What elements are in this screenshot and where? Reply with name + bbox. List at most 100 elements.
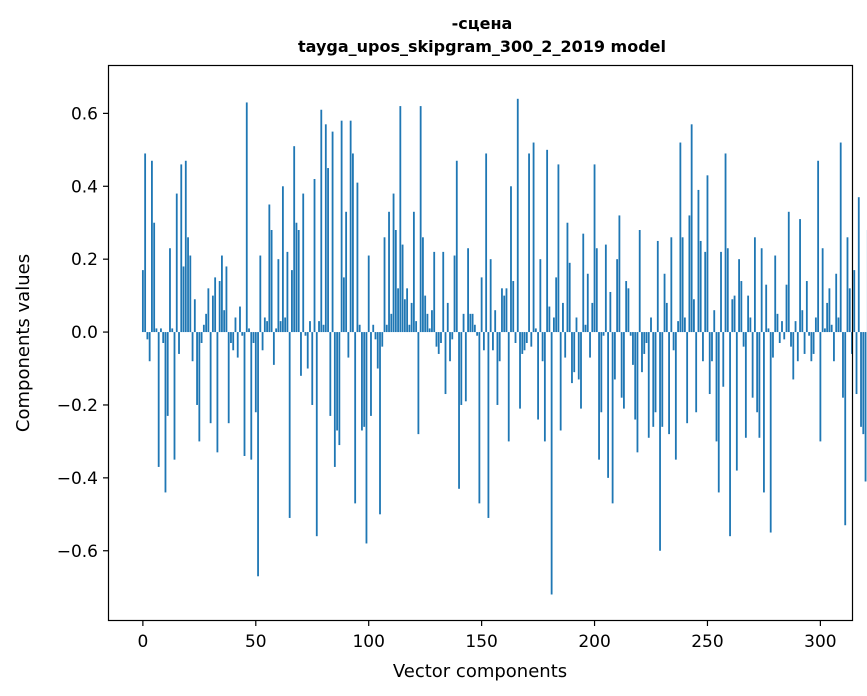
x-tick-label: 100 <box>352 632 384 652</box>
bar <box>469 313 472 333</box>
bar <box>275 328 278 333</box>
bar <box>618 215 621 333</box>
bar <box>501 288 503 333</box>
bar <box>532 142 535 333</box>
bar <box>309 321 311 333</box>
y-tick-label: 0.6 <box>71 104 98 124</box>
bar <box>654 332 657 413</box>
bar <box>435 332 438 347</box>
bar <box>225 266 228 333</box>
bar <box>462 313 465 333</box>
bar <box>248 328 250 333</box>
bar <box>674 332 677 460</box>
bar <box>738 259 740 333</box>
bar <box>241 332 244 336</box>
bar <box>543 332 546 442</box>
chart-title-line2: tayga_upos_skipgram_300_2_2019 model <box>298 37 666 56</box>
bar <box>365 332 368 544</box>
bar <box>272 332 275 365</box>
bar <box>403 299 406 333</box>
bar <box>812 332 815 354</box>
bar <box>790 332 792 347</box>
bar <box>555 277 558 333</box>
bar <box>756 332 759 413</box>
bar <box>182 266 185 333</box>
bar <box>636 332 639 453</box>
bar <box>302 193 305 333</box>
bar <box>342 277 345 333</box>
bar <box>765 284 768 333</box>
bar <box>440 332 442 343</box>
bar <box>259 255 262 333</box>
bar <box>758 332 761 438</box>
bar <box>157 332 160 467</box>
bar <box>776 313 779 333</box>
bar <box>609 291 612 333</box>
bar <box>218 281 221 333</box>
bar <box>808 332 810 336</box>
bar <box>620 332 623 398</box>
bar <box>442 251 445 333</box>
bar <box>552 317 555 333</box>
bar <box>460 332 463 405</box>
bar <box>252 332 255 343</box>
bar <box>471 313 474 333</box>
bar <box>424 295 427 333</box>
bar <box>223 310 226 333</box>
bar <box>236 332 239 358</box>
bar <box>724 153 727 333</box>
y-tick-label: −0.6 <box>57 542 98 562</box>
bar <box>446 302 449 333</box>
bar <box>464 332 467 402</box>
bar <box>336 332 338 431</box>
bar <box>665 302 668 333</box>
bar <box>415 321 418 333</box>
bar <box>584 324 587 333</box>
bar <box>173 332 176 460</box>
bar <box>586 273 589 333</box>
bar <box>580 332 582 409</box>
bar <box>510 186 512 333</box>
bar <box>539 259 542 333</box>
bar <box>711 332 713 362</box>
bar <box>686 332 689 424</box>
bar <box>243 332 246 456</box>
bar <box>830 324 833 333</box>
bar <box>180 164 183 333</box>
bar <box>315 332 318 537</box>
bar <box>751 332 754 398</box>
bar <box>487 332 490 518</box>
bar <box>329 332 332 416</box>
bar <box>370 332 372 416</box>
bar <box>582 233 585 333</box>
bar <box>288 332 291 518</box>
bar <box>647 332 650 438</box>
bar <box>661 332 664 427</box>
bar <box>467 248 469 333</box>
bar <box>817 160 820 333</box>
bar <box>227 332 230 424</box>
bar <box>600 332 603 413</box>
bar <box>324 124 327 333</box>
bar <box>214 277 217 333</box>
bar <box>546 149 549 333</box>
bar <box>480 277 483 333</box>
bar <box>297 230 300 333</box>
bar <box>566 222 569 333</box>
bar <box>792 332 795 380</box>
bar <box>557 164 560 333</box>
bar <box>451 332 454 340</box>
bar <box>239 306 241 333</box>
bar <box>406 288 409 333</box>
bar <box>333 332 336 467</box>
bar <box>753 237 756 333</box>
bar <box>422 237 424 333</box>
bar <box>340 120 343 333</box>
bar <box>699 240 702 333</box>
bar <box>573 332 576 373</box>
bar <box>593 164 596 333</box>
bar <box>821 248 824 333</box>
bar <box>383 237 386 333</box>
bar <box>311 332 314 405</box>
